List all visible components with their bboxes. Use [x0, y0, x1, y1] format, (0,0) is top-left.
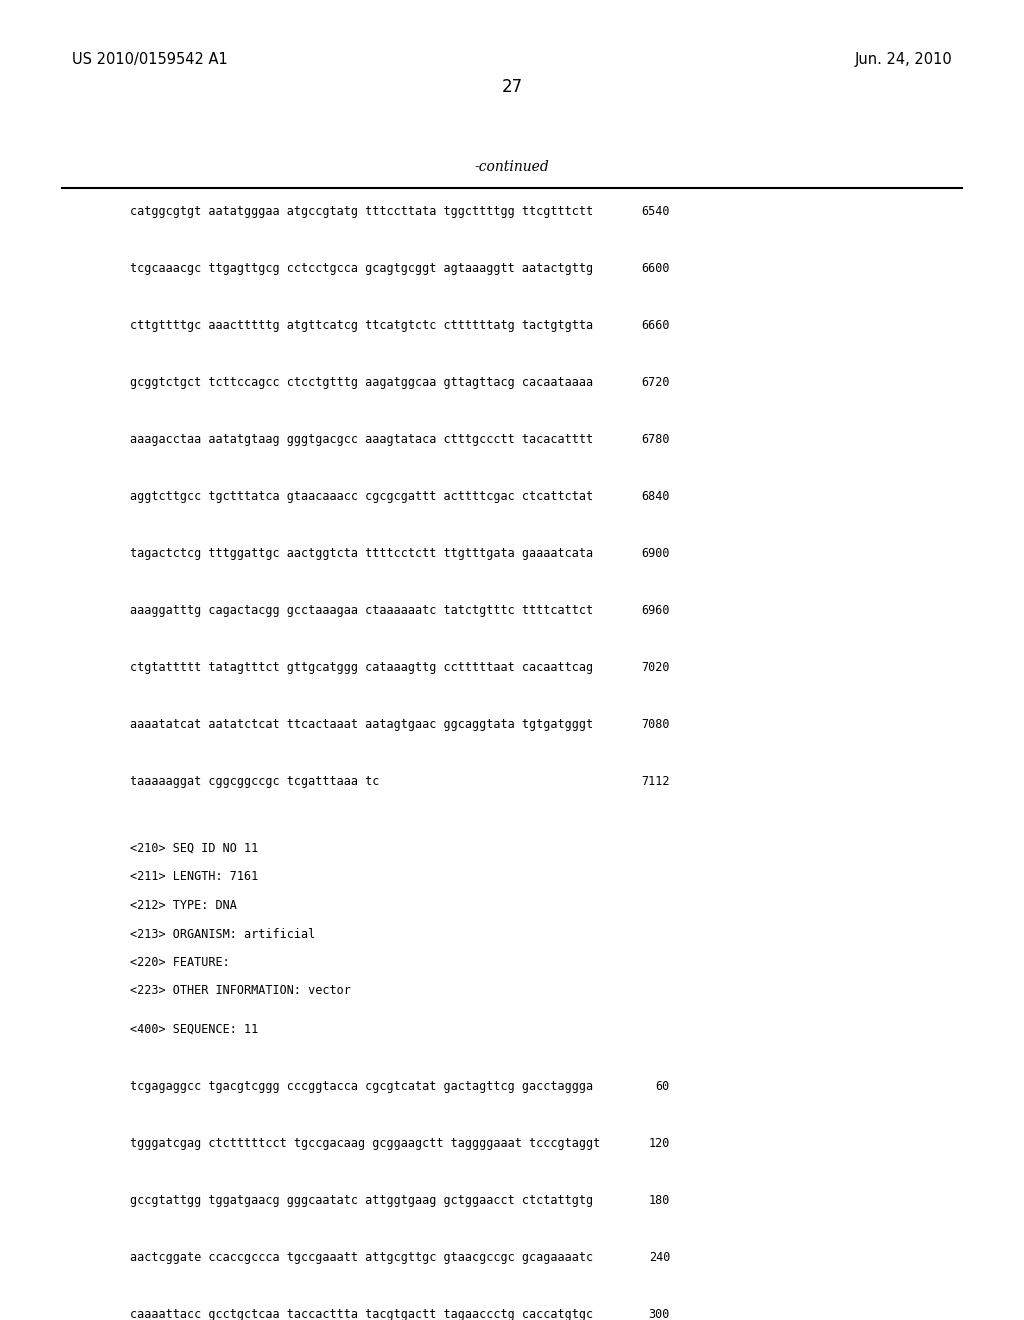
Text: 27: 27 [502, 78, 522, 96]
Text: aaaatatcat aatatctcat ttcactaaat aatagtgaac ggcaggtata tgtgatgggt: aaaatatcat aatatctcat ttcactaaat aatagtg… [130, 718, 593, 731]
Text: US 2010/0159542 A1: US 2010/0159542 A1 [72, 51, 227, 67]
Text: <212> TYPE: DNA: <212> TYPE: DNA [130, 899, 237, 912]
Text: Jun. 24, 2010: Jun. 24, 2010 [854, 51, 952, 67]
Text: -continued: -continued [475, 160, 549, 174]
Text: 6660: 6660 [641, 319, 670, 333]
Text: <400> SEQUENCE: 11: <400> SEQUENCE: 11 [130, 1023, 258, 1036]
Text: taaaaaggat cggcggccgc tcgatttaaa tc: taaaaaggat cggcggccgc tcgatttaaa tc [130, 775, 379, 788]
Text: aaaggatttg cagactacgg gcctaaagaa ctaaaaaatc tatctgtttc ttttcattct: aaaggatttg cagactacgg gcctaaagaa ctaaaaa… [130, 605, 593, 616]
Text: 7080: 7080 [641, 718, 670, 731]
Text: 6780: 6780 [641, 433, 670, 446]
Text: 240: 240 [648, 1251, 670, 1265]
Text: <213> ORGANISM: artificial: <213> ORGANISM: artificial [130, 928, 315, 940]
Text: 6600: 6600 [641, 261, 670, 275]
Text: tagactctcg tttggattgc aactggtcta ttttcctctt ttgtttgata gaaaatcata: tagactctcg tttggattgc aactggtcta ttttcct… [130, 546, 593, 560]
Text: 60: 60 [655, 1080, 670, 1093]
Text: 6540: 6540 [641, 205, 670, 218]
Text: 6900: 6900 [641, 546, 670, 560]
Text: catggcgtgt aatatgggaa atgccgtatg tttccttata tggcttttgg ttcgtttctt: catggcgtgt aatatgggaa atgccgtatg tttcctt… [130, 205, 593, 218]
Text: 6720: 6720 [641, 376, 670, 389]
Text: aggtcttgcc tgctttatca gtaacaaacc cgcgcgattt acttttcgac ctcattctat: aggtcttgcc tgctttatca gtaacaaacc cgcgcga… [130, 490, 593, 503]
Text: ctgtattttt tatagtttct gttgcatggg cataaagttg cctttttaat cacaattcag: ctgtattttt tatagtttct gttgcatggg cataaag… [130, 661, 593, 675]
Text: aactcggate ccaccgccca tgccgaaatt attgcgttgc gtaacgccgc gcagaaaatc: aactcggate ccaccgccca tgccgaaatt attgcgt… [130, 1251, 593, 1265]
Text: 6960: 6960 [641, 605, 670, 616]
Text: <210> SEQ ID NO 11: <210> SEQ ID NO 11 [130, 842, 258, 855]
Text: cttgttttgc aaactttttg atgttcatcg ttcatgtctc cttttttatg tactgtgtta: cttgttttgc aaactttttg atgttcatcg ttcatgt… [130, 319, 593, 333]
Text: 7112: 7112 [641, 775, 670, 788]
Text: gccgtattgg tggatgaacg gggcaatatc attggtgaag gctggaacct ctctattgtg: gccgtattgg tggatgaacg gggcaatatc attggtg… [130, 1195, 593, 1206]
Text: 300: 300 [648, 1308, 670, 1320]
Text: 7020: 7020 [641, 661, 670, 675]
Text: <220> FEATURE:: <220> FEATURE: [130, 956, 229, 969]
Text: <211> LENGTH: 7161: <211> LENGTH: 7161 [130, 870, 258, 883]
Text: 120: 120 [648, 1137, 670, 1150]
Text: tcgagaggcc tgacgtcggg cccggtacca cgcgtcatat gactagttcg gacctaggga: tcgagaggcc tgacgtcggg cccggtacca cgcgtca… [130, 1080, 593, 1093]
Text: 180: 180 [648, 1195, 670, 1206]
Text: tcgcaaacgc ttgagttgcg cctcctgcca gcagtgcggt agtaaaggtt aatactgttg: tcgcaaacgc ttgagttgcg cctcctgcca gcagtgc… [130, 261, 593, 275]
Text: caaaattacc gcctgctcaa taccacttta tacgtgactt tagaaccctg caccatgtgc: caaaattacc gcctgctcaa taccacttta tacgtga… [130, 1308, 593, 1320]
Text: gcggtctgct tcttccagcc ctcctgtttg aagatggcaa gttagttacg cacaataaaa: gcggtctgct tcttccagcc ctcctgtttg aagatgg… [130, 376, 593, 389]
Text: tgggatcgag ctctttttcct tgccgacaag gcggaagctt taggggaaat tcccgtaggt: tgggatcgag ctctttttcct tgccgacaag gcggaa… [130, 1137, 600, 1150]
Text: <223> OTHER INFORMATION: vector: <223> OTHER INFORMATION: vector [130, 985, 351, 998]
Text: 6840: 6840 [641, 490, 670, 503]
Text: aaagacctaa aatatgtaag gggtgacgcc aaagtataca ctttgccctt tacacatttt: aaagacctaa aatatgtaag gggtgacgcc aaagtat… [130, 433, 593, 446]
